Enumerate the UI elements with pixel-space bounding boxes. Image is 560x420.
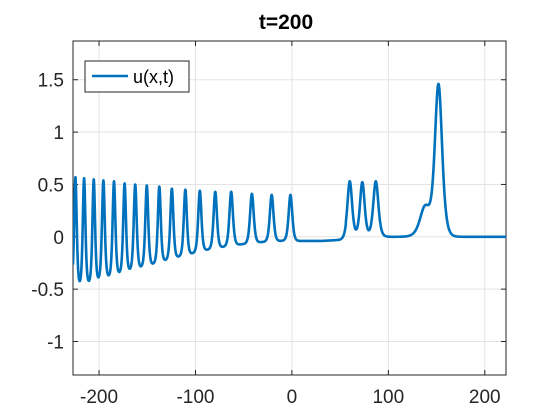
x-tick-label: -100: [176, 387, 214, 408]
plot-area: [73, 82, 506, 283]
y-tick-label: 0: [53, 228, 64, 249]
series-line-u: [73, 82, 506, 283]
legend: u(x,t): [84, 60, 190, 93]
y-tick-label: 1: [53, 123, 64, 144]
y-tick-label: 1.5: [38, 71, 64, 92]
y-tick-label: 0.5: [38, 175, 64, 196]
legend-entry-u: u(x,t): [133, 67, 174, 87]
x-tick-label: -200: [80, 387, 118, 408]
y-tick-label: -0.5: [31, 280, 64, 301]
axes-frame: [72, 40, 507, 376]
chart-title: t=200: [259, 11, 313, 34]
x-tick-label: 100: [372, 387, 404, 408]
x-tick-label: 0: [287, 387, 298, 408]
x-tick-label: 200: [469, 387, 501, 408]
tick-labels: -200 -100 0 100 200 -1 -0.5 0 0.5 1 1.5: [31, 71, 500, 408]
y-tick-label: -1: [47, 332, 64, 353]
